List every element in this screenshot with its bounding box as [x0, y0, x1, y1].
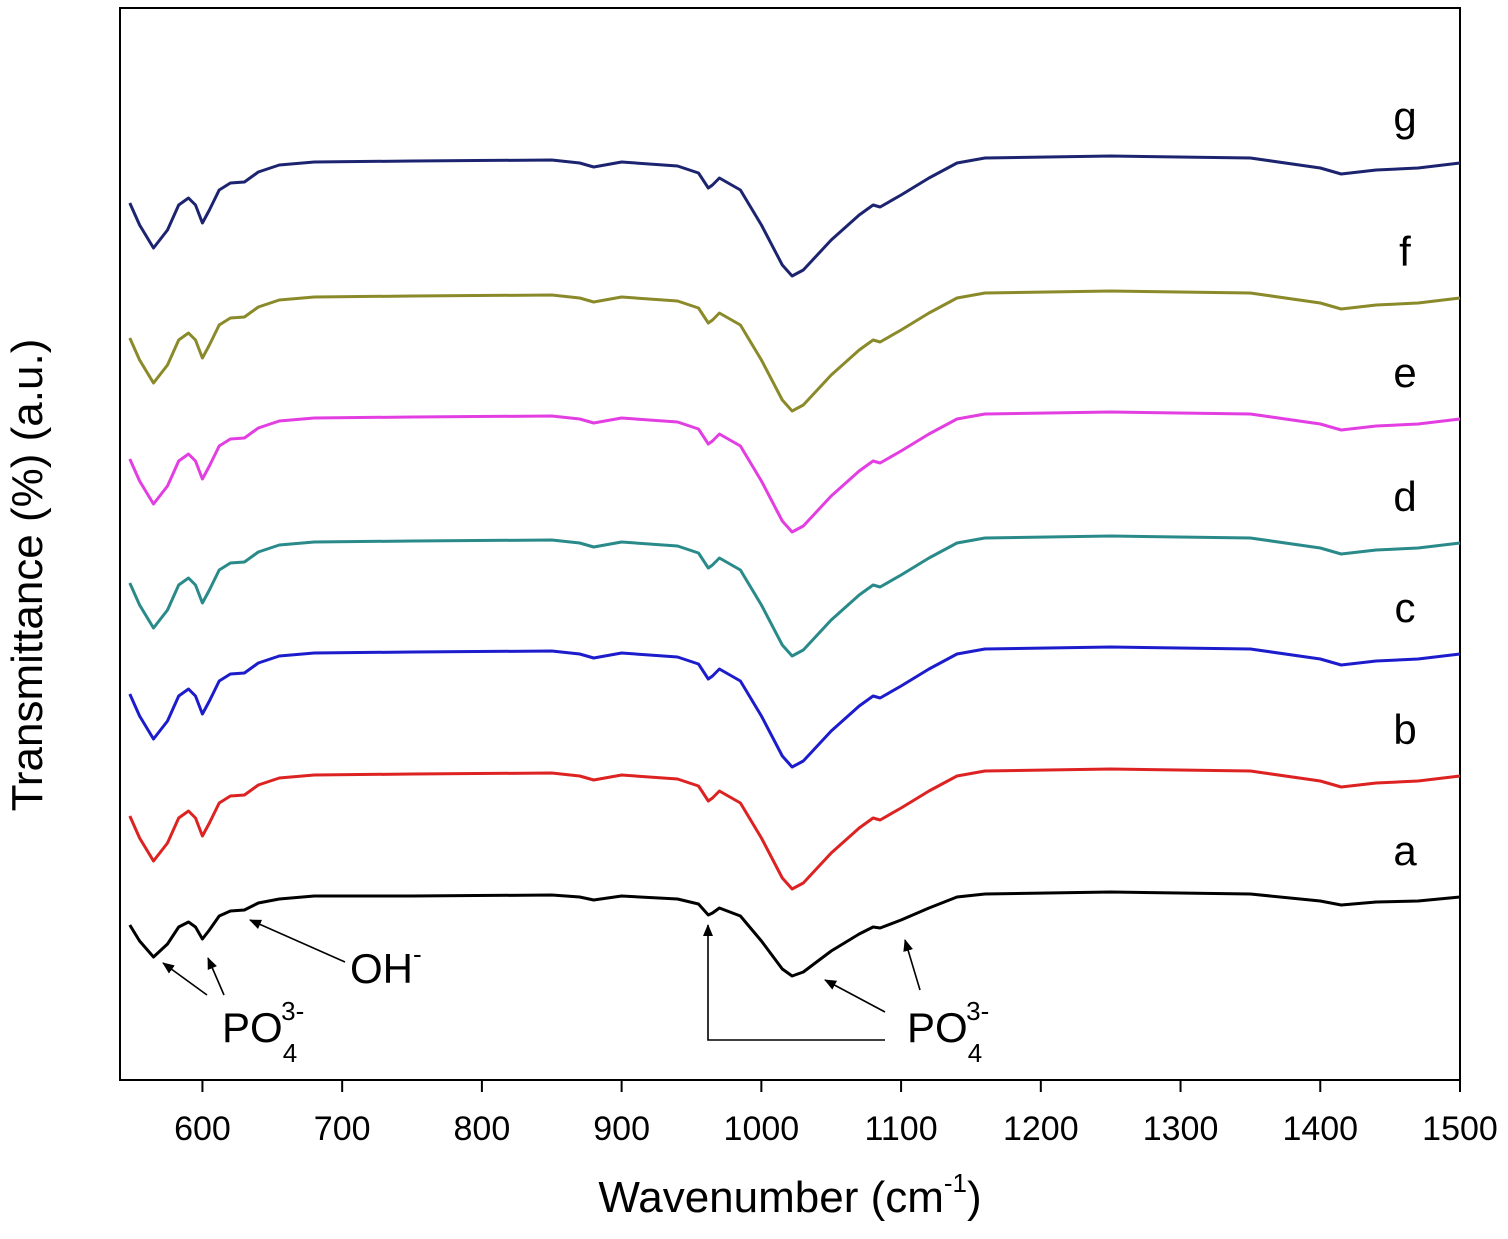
- arrow: [207, 957, 225, 996]
- plot-frame: [119, 7, 1461, 1081]
- arrow: [162, 962, 208, 996]
- series-label: g: [1393, 93, 1416, 140]
- arrow: [703, 924, 885, 1041]
- spectrum-line: [128, 289, 1461, 413]
- spectrum-line: [128, 767, 1461, 891]
- spectrum-line: [128, 410, 1461, 534]
- spectrum-line: [128, 645, 1461, 769]
- spectrum-line: [128, 890, 1461, 978]
- x-tick-label: 800: [454, 1110, 511, 1148]
- x-tick-label: 900: [593, 1110, 650, 1148]
- x-tick-label: 1500: [1422, 1110, 1498, 1148]
- series-label: f: [1399, 228, 1411, 275]
- x-axis-label: Wavenumber (cm-1): [598, 1168, 981, 1222]
- spectrum-line: [128, 534, 1461, 658]
- y-axis-label: Transmittance (%) (a.u.): [3, 339, 52, 812]
- arrow: [249, 919, 346, 963]
- annotation: OH-: [350, 939, 422, 992]
- x-tick-label: 1000: [724, 1110, 800, 1148]
- annotation: PO43-: [907, 996, 989, 1068]
- x-tick-label: 1400: [1282, 1110, 1358, 1148]
- arrow: [903, 939, 921, 991]
- series-label: a: [1393, 827, 1417, 874]
- x-tick-label: 1200: [1003, 1110, 1079, 1148]
- series-label: b: [1393, 706, 1416, 753]
- arrow: [824, 979, 886, 1013]
- annotations: OH- PO43- PO43-: [162, 919, 989, 1068]
- series-label: c: [1395, 584, 1416, 631]
- x-tick-label: 1300: [1143, 1110, 1219, 1148]
- spectrum-line: [128, 154, 1461, 278]
- annotation: PO43-: [222, 996, 304, 1068]
- x-tick-label: 700: [314, 1110, 371, 1148]
- x-tick-label: 600: [174, 1110, 231, 1148]
- series-label: e: [1393, 349, 1416, 396]
- series-label: d: [1393, 473, 1416, 520]
- x-tick-label: 1100: [865, 1110, 938, 1148]
